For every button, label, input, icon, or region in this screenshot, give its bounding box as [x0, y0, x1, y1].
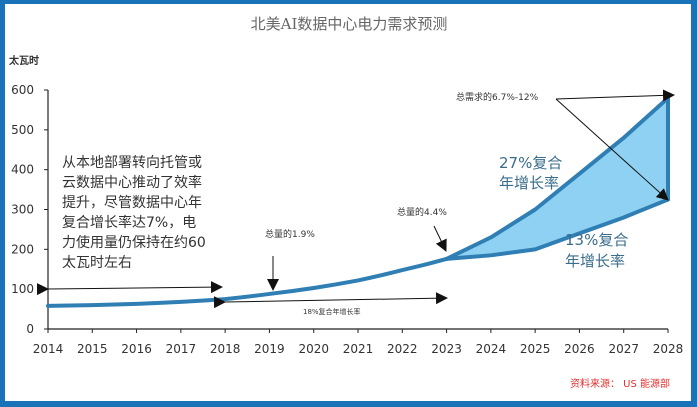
- source-note: 资料来源： US 能源部: [570, 377, 670, 390]
- demand-share-label: 总需求的6.7%-12%: [456, 91, 539, 103]
- x-tick-label: 2028: [653, 342, 684, 356]
- y-tick-label: 300: [11, 203, 34, 217]
- arrow-2023: [433, 225, 447, 252]
- x-tick-label: 2024: [476, 342, 507, 356]
- y-tick-label: 400: [11, 163, 34, 177]
- x-tick-label: 2020: [298, 342, 329, 356]
- cagr-18-arrow: [213, 292, 448, 309]
- y-tick-label: 600: [11, 83, 34, 97]
- y-tick-label: 100: [11, 282, 34, 296]
- left-note-line: 从本地部署转向托管或: [62, 155, 202, 171]
- series-line-2: [444, 197, 670, 261]
- left-note-line: 太瓦时左右: [62, 255, 132, 271]
- axes: 0 100 200 300 400 500 600 2014 2015 2016 2017 2018 2…: [11, 83, 683, 356]
- left-note-line: 提升，尽管数据中心年: [62, 195, 202, 211]
- y-tick-label: 0: [26, 322, 34, 336]
- x-tick-label: 2027: [608, 342, 639, 356]
- x-tick-label: 2015: [77, 342, 108, 356]
- pct-2019-label: 总量的1.9%: [265, 228, 315, 240]
- x-tick-label: 2026: [564, 342, 595, 356]
- cagr-13-label: 年增长率: [565, 252, 625, 270]
- x-tick-label: 2021: [343, 342, 374, 356]
- x-tick-label: 2018: [210, 342, 241, 356]
- chart-frame: 北美AI数据中心电力需求预测 太瓦时 0 100 200 300 400 500 600 20…: [5, 4, 691, 401]
- y-tick-label: 500: [11, 123, 34, 137]
- series-line-1: [444, 95, 670, 261]
- x-tick-label: 2017: [166, 342, 197, 356]
- left-note-line: 力使用量仍保持在约60: [62, 234, 206, 251]
- y-tick-label: 200: [11, 242, 34, 256]
- left-note: 从本地部署转向托管或 云数据中心推动了效率 提升，尽管数据中心年 复合增长率达7…: [62, 155, 206, 271]
- x-tick-label: 2025: [520, 342, 551, 356]
- arrow-to-low: [555, 98, 669, 201]
- chart-title: 北美AI数据中心电力需求预测: [251, 15, 448, 33]
- x-tick-label: 2016: [121, 342, 152, 356]
- left-note-line: 云数据中心推动了效率: [62, 174, 202, 191]
- cagr-18-label: 18%复合年增长率: [303, 307, 361, 316]
- chart-svg: 北美AI数据中心电力需求预测 太瓦时 0 100 200 300 400 500 600 20…: [8, 15, 683, 390]
- pct-2023-label: 总量的4.4%: [397, 206, 447, 218]
- forecast-fan-area: [446, 97, 668, 259]
- fan-area: [446, 97, 668, 259]
- period-arrow-2014-2018: [36, 281, 223, 296]
- arrow-to-high: [555, 89, 675, 102]
- cagr-27-label: 年增长率: [499, 174, 559, 192]
- x-tick-label: 2014: [33, 342, 64, 356]
- x-tick-label: 2022: [387, 342, 418, 356]
- cagr-13-label: 13%复合: [565, 231, 628, 249]
- x-tick-label: 2019: [254, 342, 285, 356]
- left-note-line: 复合增长率达7%，电: [62, 214, 196, 231]
- x-tick-label: 2023: [431, 342, 462, 356]
- y-axis-unit: 太瓦时: [8, 54, 39, 67]
- cagr-27-label: 27%复合: [499, 154, 562, 172]
